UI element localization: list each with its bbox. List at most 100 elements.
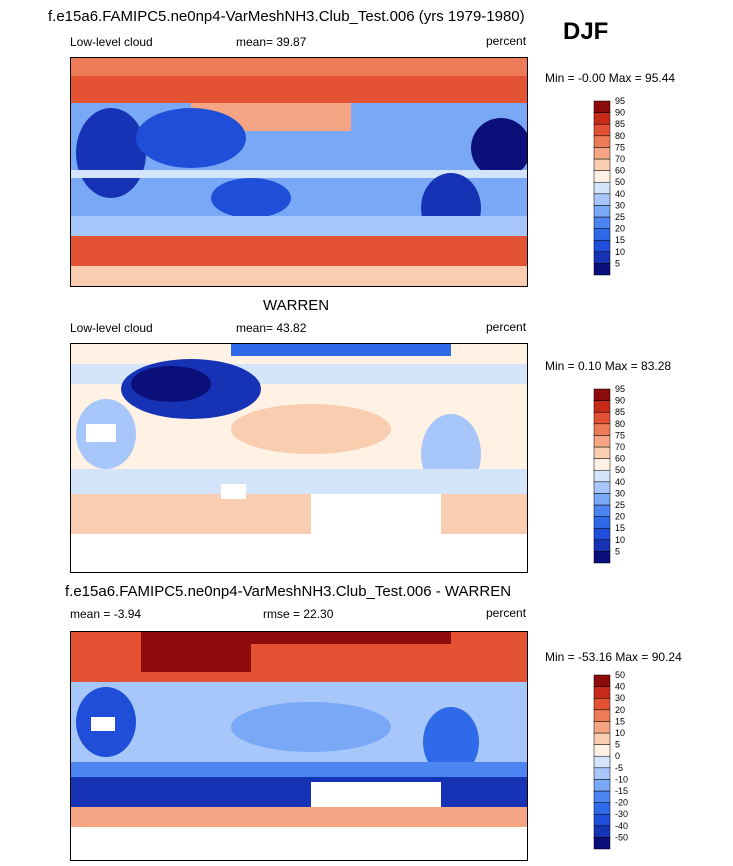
panel-1-antarctic-edge [71,266,527,286]
colorbar-1-box [593,239,611,253]
colorbar-3-tick-label: -30 [615,809,628,819]
panel-2-missing-2 [311,494,441,539]
colorbar-1-tick-label: 15 [615,235,625,245]
panel-3-southern-ocean-low [71,777,527,807]
panel-2-title: WARREN [263,297,330,314]
colorbar-3-box [593,767,611,780]
colorbar-2-box [593,458,611,471]
colorbar-1-box [593,216,611,229]
colorbar-1-box [593,181,611,195]
colorbar-2-box [593,411,611,425]
panel-1-map [70,57,528,287]
colorbar-2-tick-label: 95 [615,384,625,394]
panel-3-rmse-label: rmse = 22.30 [263,607,334,621]
colorbar-3-tick-label: -15 [615,786,628,796]
panel-1-itcz [71,170,527,178]
colorbar-1-tick-label: 95 [615,96,625,106]
colorbar-3-tick-label: -10 [615,774,628,784]
panel-3-southern-ocean-high [71,807,527,827]
colorbar-1-box [593,135,611,148]
panel-2-mean-label: mean= 43.82 [236,321,307,335]
colorbar-2-box [593,446,611,459]
panel-2-southern-ocean [71,494,527,534]
colorbar-1-box [593,228,611,241]
colorbar-3-tick-label: -5 [615,763,623,773]
colorbar-2-box [593,516,611,529]
colorbar-1-tick-label: 5 [615,258,620,268]
colorbar-1-box [593,147,611,160]
colorbar-2-box [593,388,611,401]
colorbar-2-box [593,435,611,448]
colorbar-3-box [593,779,611,792]
panel-2-units-label: percent [486,320,527,334]
colorbar-1-tick-label: 30 [615,200,625,210]
panel-1-southern-transition [71,216,527,236]
colorbar-2-tick-label: 70 [615,442,625,452]
colorbar-1-box [593,251,611,264]
colorbar-1-box [593,100,611,113]
colorbar-1-tick-label: 10 [615,247,625,257]
panel-2-pacific [231,404,391,454]
colorbar-3-box [593,825,611,838]
colorbar-3-box [593,837,611,850]
panel-3-south-america [423,707,479,777]
panel-3-south-transition [71,762,527,777]
colorbar-3-box [593,686,611,699]
colorbar-3-box [593,732,611,745]
colorbar-1-tick-label: 60 [615,166,625,176]
colorbar-3-box [593,709,611,722]
colorbar-3-box [593,755,611,769]
panel-1-units-label: percent [486,34,527,48]
colorbar-2-tick-label: 60 [615,454,625,464]
panel-2-antarctica [71,534,527,572]
colorbar-1-tick-label: 75 [615,142,625,152]
colorbar-3-box [593,674,611,687]
colorbar-3-box [593,721,611,734]
colorbar-3-tick-label: 0 [615,751,620,761]
colorbar-2-tick-label: 5 [615,546,620,556]
panel-1-europe-low [471,118,527,178]
colorbar-2-tick-label: 25 [615,500,625,510]
colorbar-2-box [593,481,611,494]
panel-2-south-transition [71,469,527,494]
colorbar-2-box [593,423,611,436]
colorbar-2-tick-label: 40 [615,477,625,487]
panel-1-variable-label: Low-level cloud [70,35,153,49]
colorbar-3-box [593,813,611,827]
colorbar-3-box [593,802,611,815]
panel-1-mean-label: mean= 39.87 [236,35,307,49]
colorbar-2-tick-label: 10 [615,535,625,545]
panel-2-minmax: Min = 0.10 Max = 83.28 [545,359,672,373]
panel-2-map-svg [71,344,527,572]
panel-2-variable-label: Low-level cloud [70,321,153,335]
panel-3-missing-1 [91,717,115,731]
colorbar-1-box [593,112,611,125]
colorbar-1-box [593,263,611,276]
colorbar-2-tick-label: 75 [615,430,625,440]
colorbar-2-box [593,469,611,483]
colorbar-2-tick-label: 20 [615,512,625,522]
panel-2-arctic-band [231,344,451,356]
panel-3-mean-label: mean = -3.94 [70,607,142,621]
panel-1-title: f.e15a6.FAMIPC5.ne0np4-VarMeshNH3.Club_T… [48,8,525,25]
colorbar-2-box [593,527,611,541]
panel-3-units-label: percent [486,606,527,620]
panel-3-title: f.e15a6.FAMIPC5.ne0np4-VarMeshNH3.Club_T… [65,583,512,600]
colorbar-2-box [593,504,611,517]
colorbar-1-tick-label: 90 [615,108,625,118]
panel-1-minmax: Min = -0.00 Max = 95.44 [545,71,676,85]
colorbar-3-tick-label: 15 [615,716,625,726]
colorbar-1-box [593,123,611,137]
colorbar-2-tick-label: 50 [615,465,625,475]
panel-2-siberia [131,366,211,402]
colorbar-1-tick-label: 20 [615,224,625,234]
panel-2-missing-1 [86,424,116,442]
colorbar-2-tick-label: 30 [615,488,625,498]
panel-3-pacific [231,702,391,752]
panel-1-colorbar: 5 10 15 20 25 30 40 50 60 70 75 80 85 90 95 [593,96,664,279]
panel-1-asia-low [136,108,246,168]
colorbar-1-tick-label: 70 [615,154,625,164]
